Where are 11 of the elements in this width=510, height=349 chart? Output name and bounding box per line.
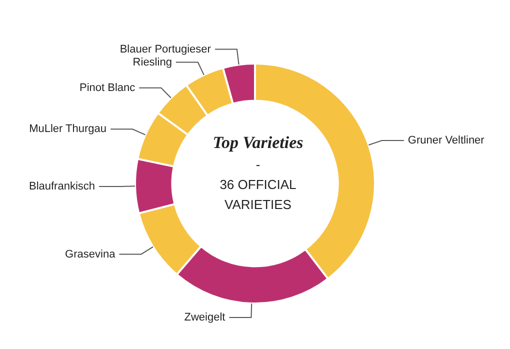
slice-label: Zweigelt: [184, 311, 226, 324]
text: Top Varieties: [212, 133, 304, 153]
slice-label: Blauer Portugieser: [120, 43, 212, 56]
text: -: [254, 156, 262, 174]
slice-label: Blaufrankisch: [28, 180, 96, 192]
slice-label: Gruner Veltliner: [408, 134, 485, 147]
slice-label: Pinot Blanc: [79, 82, 136, 94]
slice-label: MuLler Thurgau: [29, 123, 107, 136]
slice-label: Grasevina: [65, 248, 116, 260]
slice-label: Riesling: [132, 56, 172, 68]
text: 36 OFFICIAL VARIETIES: [218, 176, 298, 214]
